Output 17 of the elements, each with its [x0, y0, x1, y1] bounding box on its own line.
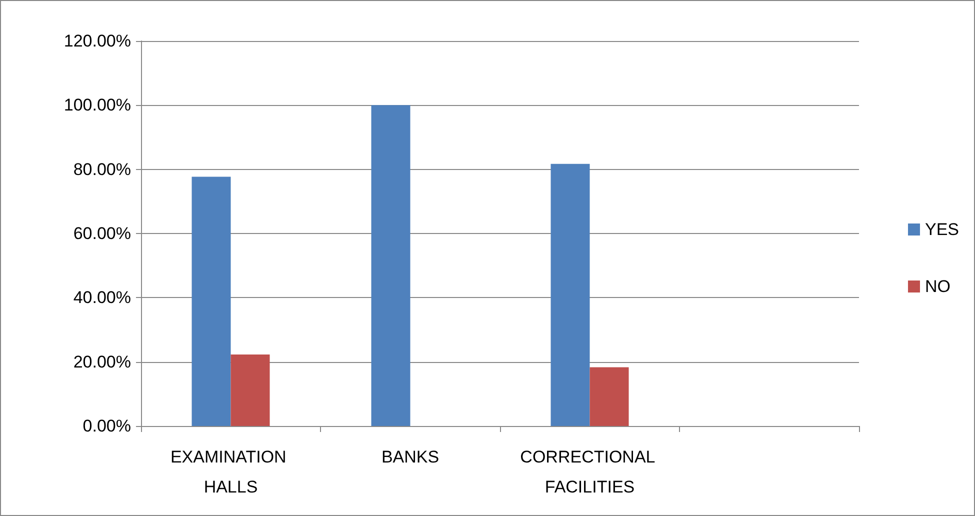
y-tick-label: 120.00%: [64, 32, 131, 50]
bar: [550, 164, 590, 426]
x-tick-label: CORRECTIONAL FACILITIES: [520, 448, 660, 496]
y-tick-label: 40.00%: [73, 288, 131, 308]
legend-label: NO: [924, 277, 950, 296]
bar: [590, 367, 629, 426]
y-tick-label: 20.00%: [73, 352, 131, 372]
bar: [371, 105, 410, 426]
legend-label: YES: [924, 220, 960, 239]
y-tick-label: 60.00%: [73, 224, 131, 243]
x-tick-label: BANKS: [381, 448, 440, 466]
x-tick-label: EXAMINATION HALLS: [170, 448, 292, 496]
bar: [230, 354, 270, 426]
bar: [192, 176, 231, 426]
y-tick-label: 80.00%: [73, 160, 131, 179]
y-tick-label: 100.00%: [64, 96, 131, 115]
y-tick-label: 0.00%: [82, 416, 131, 436]
